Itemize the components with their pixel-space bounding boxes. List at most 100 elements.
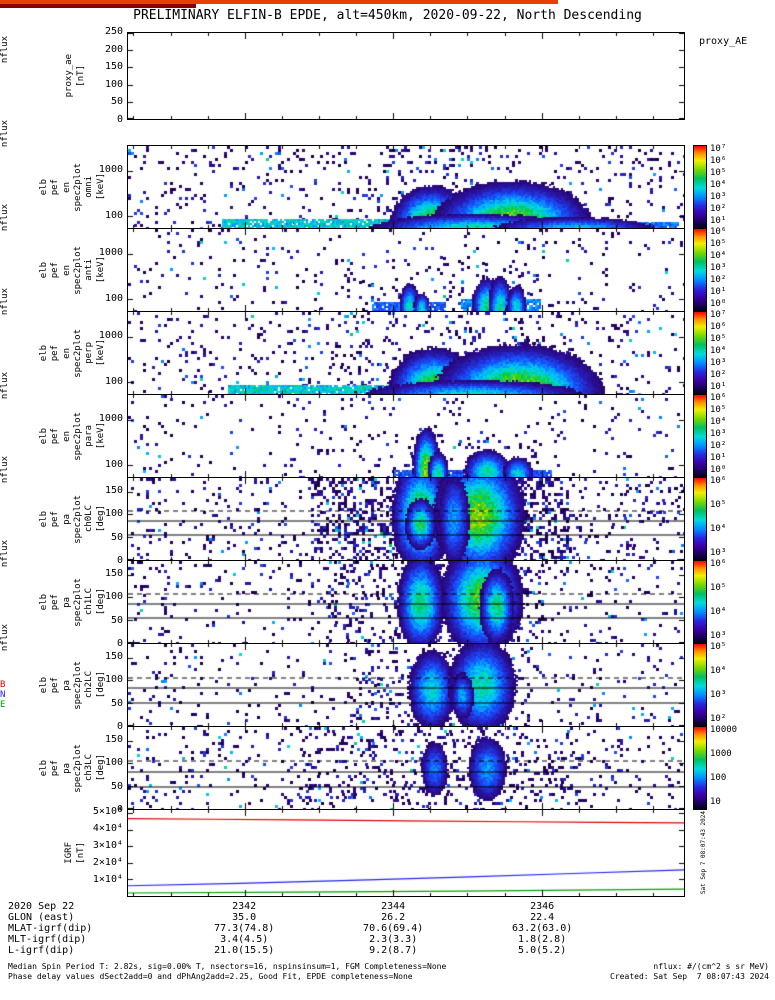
ytick-pa_ch2lc: 100 <box>104 674 123 686</box>
colorbar-tick-en_para: 10⁵ <box>710 405 727 415</box>
ylabel-pa_ch3lc-line: elb <box>38 759 49 777</box>
proxy-panel <box>127 32 685 120</box>
ytick-en_para: 100 <box>104 459 123 471</box>
colorbar-tick-en_anti: 10⁴ <box>710 251 727 261</box>
ylabel-en_para-line: para <box>84 425 95 447</box>
proxy-ae-right-label: proxy_AE <box>699 36 748 47</box>
proxy-canvas <box>128 33 684 119</box>
ylabel-en_para-line: elb <box>38 427 49 445</box>
footer-left-line1: Median Spin Period T: 2.82s, sig=0.00% T… <box>8 962 447 971</box>
colorbar-tick-pa_ch0lc: 10⁴ <box>710 524 727 534</box>
colorbar-en_omni <box>693 145 707 229</box>
ylabel-en_omni-line: [keV] <box>95 173 106 201</box>
ylabel-en_para-line: pef <box>50 427 61 445</box>
row-value-glon: 35.0 <box>232 912 257 923</box>
colorbar-tick-en_omni: 10⁴ <box>710 180 727 190</box>
row-label-mlat: MLAT-igrf(dip) <box>8 923 93 934</box>
date-label: 2020 Sep 22 <box>8 901 75 912</box>
colorbar-tick-pa_ch2lc: 10⁴ <box>710 666 727 676</box>
row-value-mlt: 1.8(2.8) <box>518 934 567 945</box>
colorbar-label-text: nflux <box>0 456 10 484</box>
colorbar-tick-en_para: 10⁴ <box>710 417 727 427</box>
colorbar-tick-en_para: 10² <box>710 441 727 451</box>
ytick-pa_ch0lc: 50 <box>110 531 123 543</box>
ytick-en_anti: 1000 <box>98 247 123 259</box>
canvas-en_para <box>128 395 684 477</box>
colorbar-tick-en_perp: 10⁶ <box>710 322 727 332</box>
igrf-ylabel: IGRF [nT] <box>58 809 86 897</box>
science-zone-bar-1 <box>0 0 558 4</box>
creation-stamp-vertical: Sat Sep 7 08:07:43 2024 <box>700 809 708 897</box>
ylabel-pa_ch0lc-line: spec2plot <box>72 494 83 544</box>
ylabel-en_perp-line: spec2plot <box>72 328 83 378</box>
panel-pa_ch3lc <box>127 726 685 810</box>
colorbar-tick-en_anti: 10² <box>710 275 727 285</box>
proxy-ytick: 100 <box>104 78 123 90</box>
proxy-ylabel: proxy_ae [nT] <box>58 32 86 120</box>
colorbar-tick-en_perp: 10⁵ <box>710 334 727 344</box>
ylabel-pa_ch0lc-line: pef <box>50 510 61 528</box>
ylabel-pa_ch1lc-line: elb <box>38 593 49 611</box>
panel-igrf <box>127 809 685 897</box>
colorbar-tick-pa_ch0lc: 10⁵ <box>710 500 727 510</box>
colorbar-tick-en_para: 10³ <box>710 429 727 439</box>
colorbar-pa_ch3lc <box>693 726 707 810</box>
colorbar-tick-pa_ch2lc: 10⁵ <box>710 642 727 652</box>
igrf-series-label-E: E <box>0 700 6 710</box>
panel-en_anti <box>127 228 685 312</box>
ylabel-en_omni-line: elb <box>38 178 49 196</box>
ytick-en_anti: 100 <box>104 293 123 305</box>
panel-pa_ch0lc <box>127 477 685 561</box>
ylabel-pa_ch1lc-line: pa <box>61 596 72 608</box>
colorbar-tick-en_omni: 10¹ <box>710 216 727 226</box>
colorbar-tick-en_omni: 10⁷ <box>710 144 727 154</box>
proxy-ytick: 150 <box>104 61 123 73</box>
colorbar-tick-en_omni: 10³ <box>710 192 727 202</box>
ylabel-en_para-line: en <box>61 430 72 442</box>
row-value-mlat: 63.2(63.0) <box>512 923 573 934</box>
igrf-series-label-N: N <box>0 690 6 700</box>
ylabel-pa_ch2lc-line: spec2plot <box>72 660 83 710</box>
ytick-pa_ch3lc: 0 <box>116 804 123 815</box>
figure-title: PRELIMINARY ELFIN-B EPDE, alt=450km, 202… <box>133 8 642 23</box>
ylabel-en_anti-line: elb <box>38 261 49 279</box>
ytick-pa_ch2lc: 150 <box>104 651 123 663</box>
colorbar-tick-pa_ch2lc: 10² <box>710 714 727 724</box>
row-label-glon: GLON (east) <box>8 912 75 923</box>
row-value-mlat: 77.3(74.8) <box>214 923 275 934</box>
colorbar-tick-pa_ch0lc: 10⁶ <box>710 476 727 486</box>
colorbar-tick-en_anti: 10⁰ <box>710 299 727 309</box>
row-value-mlat: 70.6(69.4) <box>363 923 424 934</box>
colorbar-tick-en_anti: 10⁵ <box>710 239 727 249</box>
colorbar-tick-pa_ch1lc: 10⁴ <box>710 607 727 617</box>
colorbar-pa_ch2lc <box>693 643 707 727</box>
colorbar-tick-pa_ch1lc: 10³ <box>710 631 727 641</box>
canvas-en_anti <box>128 229 684 311</box>
colorbar-tick-pa_ch0lc: 10³ <box>710 548 727 558</box>
colorbar-tick-en_anti: 10¹ <box>710 287 727 297</box>
ytick-en_omni: 1000 <box>98 164 123 176</box>
colorbar-tick-en_para: 10⁶ <box>710 393 727 403</box>
ytick-pa_ch1lc: 150 <box>104 568 123 580</box>
ylabel-en_anti-line: en <box>61 264 72 276</box>
colorbar-tick-en_omni: 10⁵ <box>710 168 727 178</box>
ylabel-pa_ch0lc-line: elb <box>38 510 49 528</box>
row-label-mlt: MLT-igrf(dip) <box>8 934 87 945</box>
ylabel-pa_ch0lc-line: pa <box>61 513 72 525</box>
proxy-ytick: 250 <box>104 26 123 37</box>
ytick-pa_ch2lc: 0 <box>116 721 123 732</box>
colorbar-tick-pa_ch1lc: 10⁶ <box>710 559 727 569</box>
creation-stamp-text: Sat Sep 7 08:07:43 2024 <box>700 811 707 895</box>
ylabel-en_perp-line: pef <box>50 344 61 362</box>
time-tick-label: 2342 <box>232 901 257 912</box>
igrf-ytick: 3×10⁴ <box>92 840 123 852</box>
ylabel-en_para-line: [keV] <box>95 422 106 450</box>
colorbar-label-text: nflux <box>0 288 10 316</box>
row-value-lshell: 21.0(15.5) <box>214 945 275 956</box>
ytick-en_para: 1000 <box>98 413 123 425</box>
ylabel-en_omni-line: spec2plot <box>72 162 83 212</box>
colorbar-label-text: nflux <box>0 372 10 400</box>
igrf-ytick: 1×10⁴ <box>92 874 123 886</box>
ylabel-pa_ch2lc-line: pef <box>50 676 61 694</box>
proxy-ytick: 0 <box>116 114 123 125</box>
